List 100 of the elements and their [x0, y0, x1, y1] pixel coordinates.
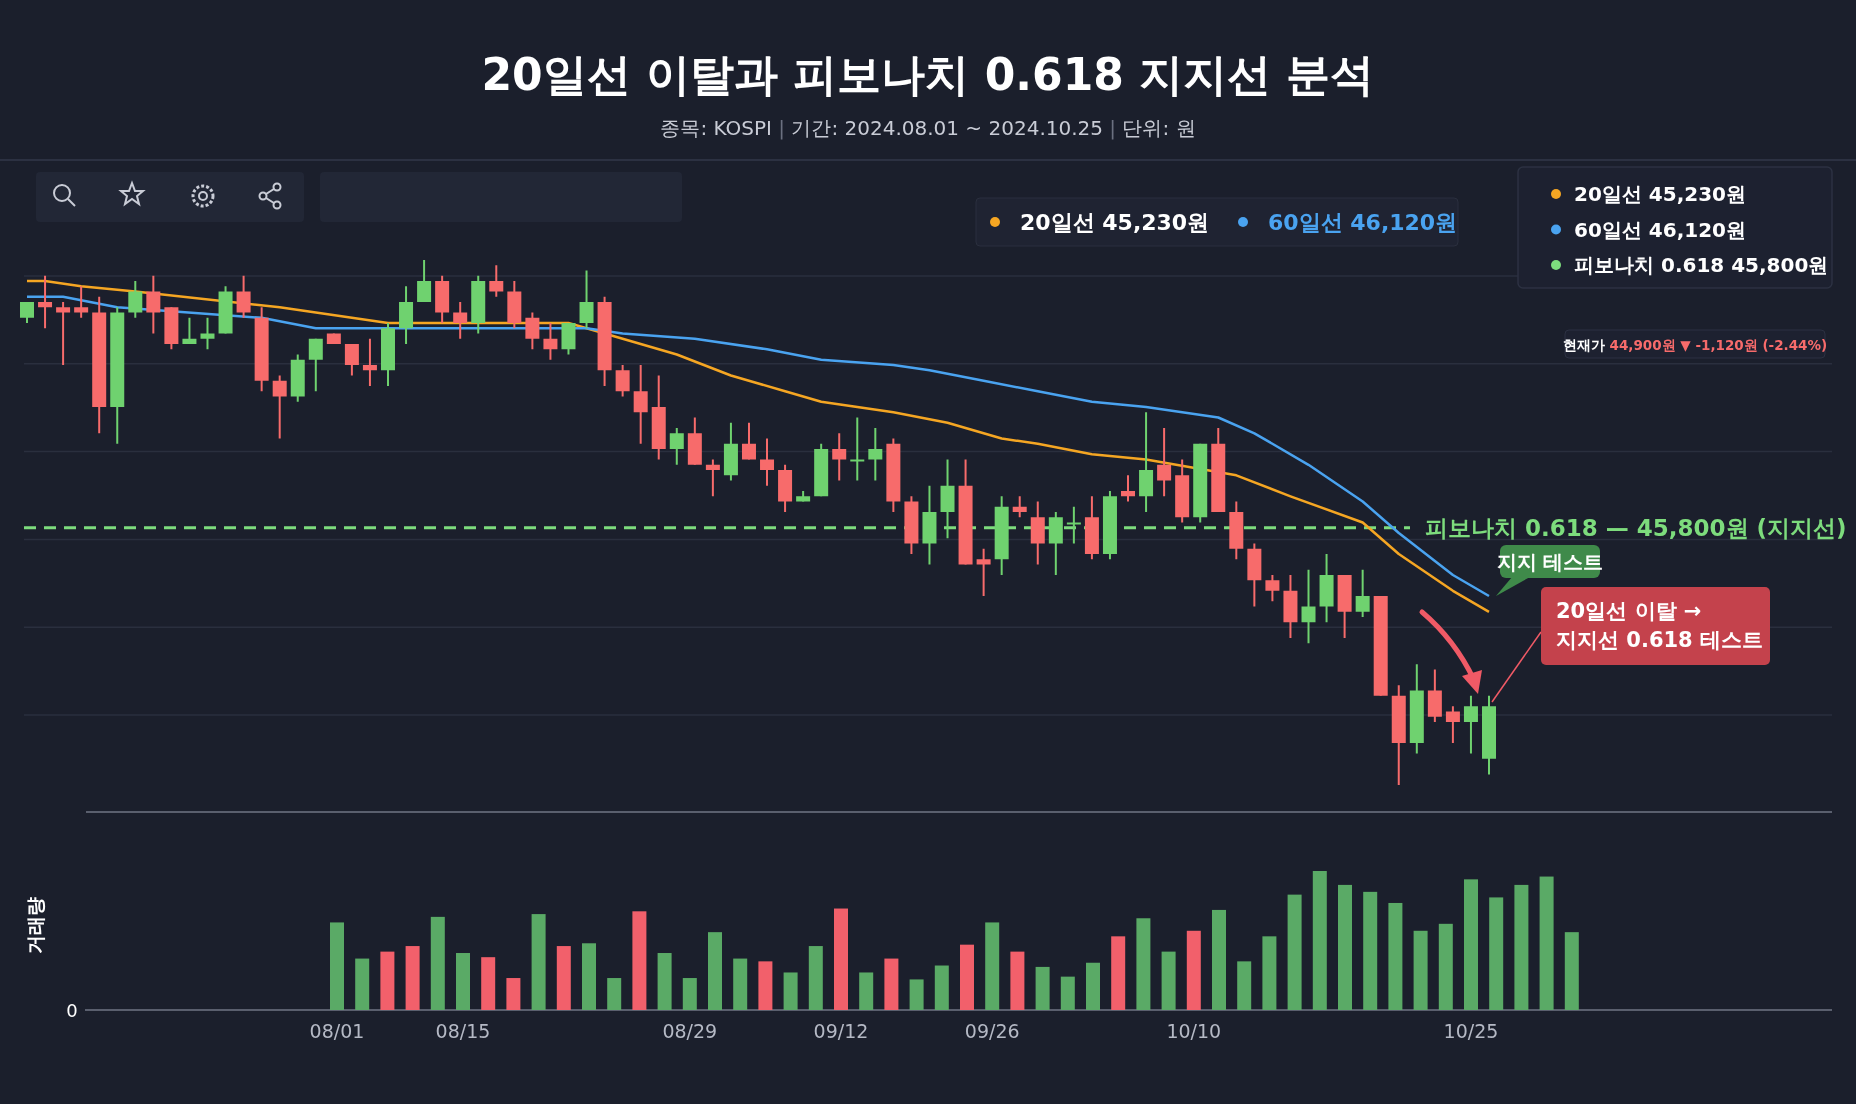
bar: [481, 957, 496, 1010]
candlestick: [760, 437, 775, 487]
candlestick: [832, 432, 847, 482]
legend-label: 60일선 46,120원: [1268, 210, 1458, 235]
candlestick: [850, 416, 865, 482]
bar: [733, 958, 748, 1010]
bar: [582, 943, 596, 1010]
candlestick: [1355, 568, 1370, 618]
price-box: 현재가 44,900원 ▼ -1,120원 (-2.44%): [1562, 329, 1828, 359]
bar: [1539, 876, 1554, 1010]
candlestick: [705, 458, 720, 498]
bar: [1262, 936, 1277, 1010]
bar: [859, 972, 874, 1010]
bar: [808, 946, 823, 1010]
candlestick: [1012, 495, 1027, 519]
candlestick: [38, 274, 53, 330]
chart-subtitle: 종목: KOSPI | 기간: 2024.08.01 ~ 2024.10.25 | 단위: 원: [660, 116, 1196, 140]
bar: [456, 953, 470, 1010]
bar: [1564, 932, 1579, 1010]
bar: [607, 978, 622, 1010]
candlestick: [344, 343, 359, 377]
bar: [1060, 976, 1075, 1010]
bar: [1464, 879, 1478, 1010]
candlestick: [633, 364, 648, 445]
bar: [1438, 923, 1453, 1010]
candlestick: [182, 316, 197, 345]
candlestick: [1066, 505, 1081, 545]
x-tick-label: 08/29: [662, 1020, 718, 1042]
candlestick: [417, 259, 432, 303]
bar: [708, 932, 722, 1010]
bar: [1413, 930, 1428, 1010]
x-tick-label: 10/10: [1166, 1020, 1222, 1042]
candlestick: [362, 337, 377, 387]
bar: [1035, 966, 1050, 1010]
bar: [1312, 871, 1327, 1010]
candlestick: [236, 274, 251, 319]
bar: [1086, 962, 1100, 1010]
candlestick: [525, 311, 540, 351]
candlestick: [669, 427, 684, 466]
candlestick: [146, 274, 161, 335]
y-axis-title: 거래량: [24, 896, 46, 954]
candlestick: [272, 374, 287, 440]
candlestick: [1445, 705, 1460, 744]
bar: [1186, 930, 1201, 1010]
bar: [430, 916, 445, 1010]
bar: [1212, 909, 1226, 1010]
bar: [380, 951, 395, 1010]
bar: [1489, 897, 1504, 1010]
candlestick: [1265, 574, 1280, 603]
bar: [355, 958, 370, 1010]
x-tick-label: 09/26: [964, 1020, 1020, 1042]
candlestick: [976, 547, 991, 597]
bar: [758, 961, 773, 1010]
text: 20일선 45,230원: [1574, 182, 1746, 206]
candlestick: [1121, 474, 1136, 503]
chart-title: 20일선 이탈과 피보나치 0.618 지지선 분석: [481, 49, 1375, 100]
candlestick: [1301, 568, 1316, 645]
x-tick-label: 10/25: [1443, 1020, 1499, 1042]
x-tick-label: 08/01: [309, 1020, 365, 1042]
bar: [834, 908, 848, 1010]
text: 0: [66, 1000, 78, 1021]
legend-label: 20일선 45,230원: [1020, 210, 1210, 235]
candlestick: [308, 337, 323, 393]
bar: [934, 965, 949, 1010]
x-tick-label: 09/12: [813, 1020, 869, 1042]
bar: [1136, 918, 1151, 1010]
candlestick: [543, 322, 558, 361]
candlestick: [453, 301, 468, 340]
bar: [1287, 894, 1302, 1010]
bar: [405, 946, 420, 1010]
text: 60일선 46,120원: [1574, 217, 1746, 242]
candlestick: [615, 364, 630, 398]
bar: [884, 958, 899, 1010]
bar: [985, 922, 1000, 1010]
candlestick: [868, 427, 883, 482]
bar: [506, 978, 521, 1010]
bar: [783, 972, 798, 1010]
candlestick: [579, 269, 594, 330]
candlestick: [1157, 427, 1172, 498]
bar: [1514, 884, 1529, 1010]
bar: [330, 922, 344, 1010]
candlestick: [56, 301, 71, 366]
bar: [531, 914, 546, 1010]
bar: [1111, 936, 1126, 1010]
candlestick: [200, 316, 215, 351]
bar: [682, 978, 697, 1010]
bar: [1388, 902, 1403, 1010]
candlestick: [128, 280, 143, 319]
bar: [657, 953, 672, 1010]
bar: [1161, 951, 1176, 1010]
candlestick: [74, 285, 89, 319]
bar: [960, 944, 974, 1010]
candlestick: [741, 421, 756, 461]
candlestick: [20, 301, 34, 324]
candlestick: [1463, 694, 1478, 755]
ref-line-label: 피보나치 0.618 — 45,800원 (지지선): [1425, 514, 1847, 541]
bar: [1363, 891, 1378, 1010]
bar: [1237, 961, 1252, 1010]
text: 20일선 이탈 → 지지선 0.618 테스트: [1556, 599, 1764, 652]
text: 피보나치 0.618 45,800원: [1574, 253, 1829, 277]
